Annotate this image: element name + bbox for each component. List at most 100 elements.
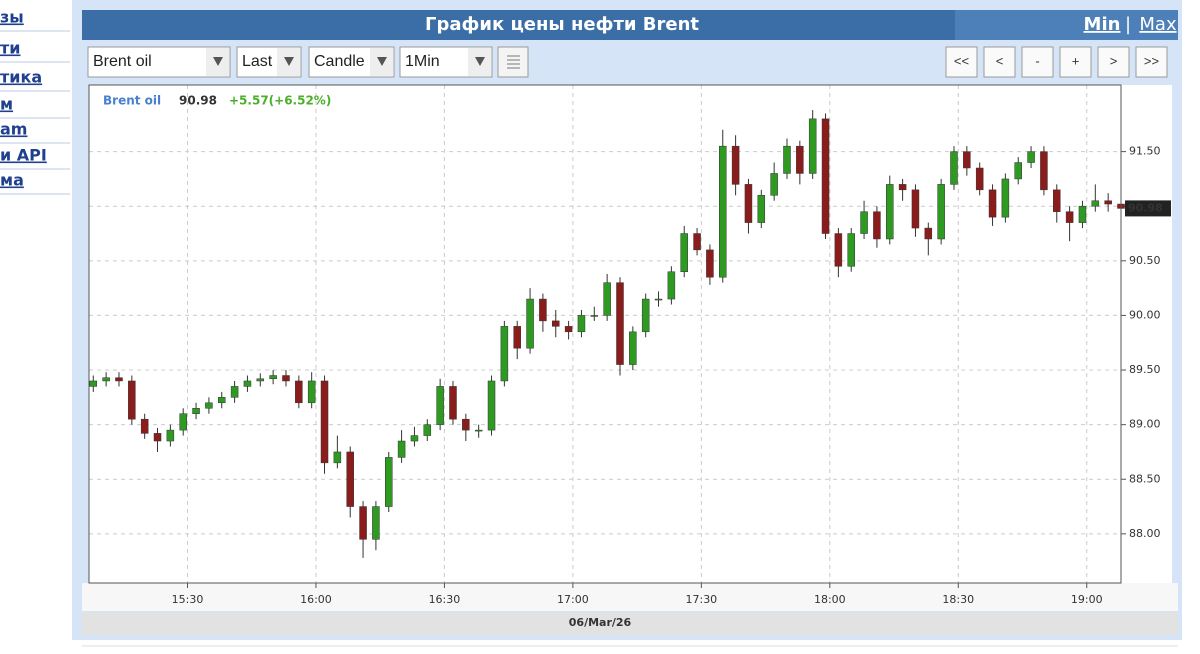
candle-body	[333, 451, 342, 464]
candle-body	[115, 377, 123, 382]
candle-body	[230, 386, 239, 398]
candle-body	[1014, 162, 1022, 180]
toolbar: Brent oil Last Candle 1Min << < - + > >>	[87, 46, 1168, 78]
candle-body	[564, 326, 573, 333]
candle-body	[462, 418, 470, 431]
nav-button-label[interactable]: >	[1110, 53, 1118, 68]
candle-body	[192, 408, 200, 414]
candle-body	[911, 189, 920, 229]
candle-body	[641, 298, 650, 333]
candle-body	[629, 331, 637, 365]
nav-button[interactable]	[1059, 46, 1092, 78]
sidebar: зы ти тика м am и API ма	[0, 8, 70, 195]
x-tick-label: 17:00	[557, 593, 589, 606]
sidebar-link[interactable]: am	[0, 120, 27, 139]
candle-body	[205, 402, 213, 409]
candle-body	[757, 195, 766, 223]
candle-body	[590, 315, 599, 317]
candle-body	[128, 380, 136, 420]
candle-body	[307, 380, 316, 404]
candle-body	[834, 233, 843, 267]
candle-body	[474, 429, 483, 432]
y-tick-label: 90.00	[1129, 308, 1161, 321]
sidebar-link[interactable]: ти	[0, 39, 20, 58]
dropdown-label[interactable]: Last	[242, 53, 273, 70]
x-tick-label: 16:30	[429, 593, 461, 606]
max-link[interactable]: Max	[1139, 14, 1177, 35]
separator: |	[1125, 14, 1131, 35]
nav-button[interactable]	[1135, 46, 1168, 78]
dropdown-arrow[interactable]	[213, 57, 223, 66]
sidebar-link[interactable]: тика	[0, 68, 42, 87]
nav-button-label[interactable]: +	[1072, 53, 1080, 68]
candle-body	[397, 440, 406, 458]
nav-button-label[interactable]: <<	[954, 53, 969, 68]
candle-body	[140, 418, 149, 434]
candle-body	[770, 173, 778, 196]
min-link[interactable]: Min	[1084, 14, 1121, 35]
legend-change: +5.57(+6.52%)	[229, 94, 331, 108]
x-tick-label: 18:00	[814, 593, 846, 606]
dropdown-arrow[interactable]	[284, 57, 294, 66]
candle-body	[963, 151, 971, 169]
candle-body	[539, 298, 547, 322]
dropdown-arrow[interactable]	[475, 57, 485, 66]
dropdown-label[interactable]: 1Min	[405, 53, 440, 70]
header-right	[955, 10, 1178, 40]
legend-last: 90.98	[179, 94, 217, 108]
candle-body	[706, 249, 714, 278]
candle-body	[1053, 189, 1061, 212]
sidebar-link[interactable]: зы	[0, 8, 24, 27]
x-tick-label: 18:30	[942, 593, 974, 606]
candle-body	[616, 282, 624, 365]
candle-body	[975, 167, 984, 191]
candle-body	[526, 298, 534, 349]
nav-button-label[interactable]: >>	[1144, 53, 1159, 68]
nav-button-label[interactable]: -	[1035, 53, 1039, 68]
dropdown-arrow[interactable]	[377, 57, 387, 66]
candle-body	[1065, 211, 1074, 223]
candle-body	[988, 189, 997, 218]
sidebar-link[interactable]: м	[0, 95, 13, 114]
y-tick-label: 90.50	[1129, 254, 1161, 267]
candle-body	[603, 282, 611, 316]
nav-button[interactable]	[1097, 46, 1130, 78]
candle-body	[282, 375, 290, 382]
candle-body	[1104, 200, 1112, 205]
candle-body	[487, 380, 496, 431]
nav-button[interactable]	[1021, 46, 1054, 78]
sidebar-link[interactable]: и API	[0, 146, 47, 165]
candle-body	[423, 424, 432, 436]
candle-body	[1091, 200, 1100, 207]
nav-button[interactable]	[983, 46, 1016, 78]
dropdown-label[interactable]: Brent oil	[93, 53, 152, 70]
candle-body	[744, 184, 753, 223]
dropdown-label[interactable]: Candle	[314, 53, 365, 70]
last-price-label: 90.98	[1128, 201, 1163, 214]
nav-button-label[interactable]: <	[996, 53, 1004, 68]
nav-button[interactable]	[945, 46, 978, 78]
candle-body	[513, 326, 521, 349]
candle-body	[552, 320, 560, 327]
candle-body	[359, 506, 367, 540]
x-tick-label: 15:30	[172, 593, 204, 606]
candle-body	[950, 151, 958, 185]
sidebar-link[interactable]: ма	[0, 171, 24, 190]
candle-body	[821, 118, 830, 234]
candle-body	[89, 380, 98, 387]
candle-body	[577, 315, 586, 333]
header-title: График цены нефти Brent	[425, 14, 699, 35]
x-tick-label: 17:30	[685, 593, 717, 606]
candle-body	[166, 429, 175, 442]
candle-body	[719, 145, 727, 278]
y-tick-label: 88.00	[1129, 527, 1161, 540]
candle-body	[808, 118, 817, 174]
chart-options-button[interactable]	[497, 46, 529, 78]
legend-name: Brent oil	[103, 94, 161, 108]
y-tick-label: 88.50	[1129, 472, 1161, 485]
x-tick-label: 19:00	[1071, 593, 1103, 606]
y-tick-label: 89.50	[1129, 363, 1161, 376]
candle-body	[449, 386, 457, 420]
y-tick-label: 91.50	[1129, 145, 1161, 158]
last-price-box	[1125, 200, 1171, 217]
